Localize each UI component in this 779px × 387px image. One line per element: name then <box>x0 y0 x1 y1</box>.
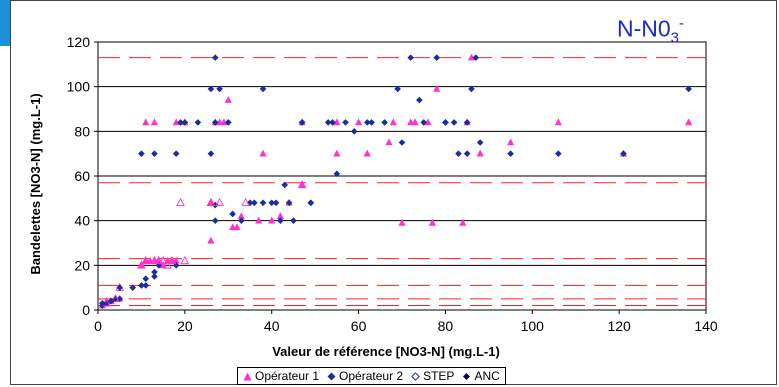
filled-diamond-icon <box>327 372 336 381</box>
x-tick-label: 140 <box>694 318 718 334</box>
y-tick-label: 20 <box>74 257 90 273</box>
legend-label: STEP <box>423 369 454 383</box>
filled-triangle-icon <box>243 372 252 381</box>
x-tick-label: 80 <box>438 318 454 334</box>
y-axis-title: Bandelettes [NO3-N] (mg.L-1) <box>28 93 43 274</box>
legend-item-operateur-1: Opérateur 1 <box>243 369 319 383</box>
x-tick-label: 100 <box>521 318 545 334</box>
legend: Opérateur 1 Opérateur 2 STEP ANC <box>237 367 506 385</box>
chart-title: N-N03- <box>617 16 684 45</box>
chart-title-main: N-N0 <box>617 16 671 42</box>
chart-title-subscript: 3 <box>671 29 679 46</box>
x-tick-label: 40 <box>264 318 280 334</box>
filled-diamond-icon <box>462 372 471 381</box>
legend-label: ANC <box>474 369 499 383</box>
x-tick-label: 20 <box>177 318 193 334</box>
y-tick-label: 40 <box>74 213 90 229</box>
legend-item-step: STEP <box>411 369 454 383</box>
y-tick-label: 80 <box>74 123 90 139</box>
x-tick-label: 60 <box>351 318 367 334</box>
y-tick-label: 0 <box>82 302 90 318</box>
chart-title-superscript: - <box>679 15 684 32</box>
open-diamond-icon <box>411 372 420 381</box>
x-axis-title: Valeur de référence [NO3-N] (mg.L-1) <box>272 344 500 359</box>
legend-item-operateur-2: Opérateur 2 <box>327 369 403 383</box>
legend-label: Opérateur 2 <box>339 369 403 383</box>
legend-label: Opérateur 1 <box>255 369 319 383</box>
legend-item-anc: ANC <box>462 369 499 383</box>
x-tick-label: 0 <box>94 318 102 334</box>
y-tick-label: 120 <box>67 34 91 50</box>
y-tick-label: 60 <box>74 168 90 184</box>
y-tick-label: 100 <box>67 79 91 95</box>
x-tick-label: 120 <box>607 318 631 334</box>
